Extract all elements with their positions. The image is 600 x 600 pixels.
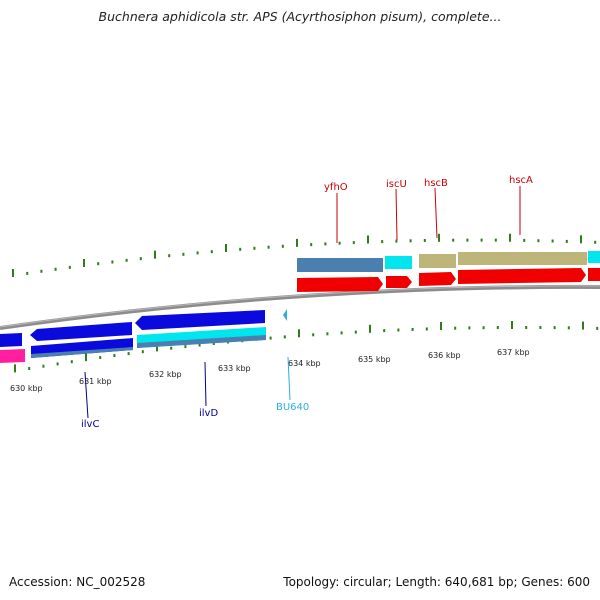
gene-hscA-arrow[interactable] (458, 268, 586, 284)
leader-ilvD (204, 361, 207, 407)
gene-next-arrow[interactable] (588, 268, 600, 281)
leader-hscB (434, 187, 438, 239)
gene-label-iscU[interactable]: iscU (386, 179, 407, 190)
gene-yfhO-upper[interactable] (297, 258, 383, 272)
map-title: Buchnera aphidicola str. APS (Acyrthosip… (98, 9, 502, 24)
upper-tick-row (12, 233, 597, 277)
genome-backbone-highlight (0, 285, 600, 328)
gene-hscA-upper[interactable] (458, 252, 587, 265)
scale-label-637: 637 kbp (497, 348, 530, 357)
reverse-strand-bottom (0, 327, 266, 363)
scale-label-634: 634 kbp (288, 359, 321, 368)
scale-label-635: 635 kbp (358, 355, 391, 364)
genome-summary: Topology: circular; Length: 640,681 bp; … (283, 575, 590, 589)
scale-labels: 630 kbp 631 kbp 632 kbp 633 kbp 634 kbp … (10, 348, 530, 393)
scale-label-636: 636 kbp (428, 351, 461, 360)
gene-left-edge-magenta[interactable] (0, 349, 25, 363)
scale-label-632: 632 kbp (149, 370, 182, 379)
gene-BU640-marker[interactable] (283, 309, 287, 321)
gene-labels: yfhO iscU hscB hscA ilvC ilvD BU640 (81, 175, 533, 430)
reverse-strand-top (0, 310, 265, 347)
gene-ilvC-lower-stripe (31, 347, 133, 358)
gene-hscB-arrow[interactable] (419, 272, 456, 286)
gene-label-ilvC[interactable]: ilvC (81, 419, 99, 430)
gene-label-yfhO[interactable]: yfhO (324, 182, 348, 193)
leader-BU640 (287, 356, 291, 401)
gene-iscU-upper[interactable] (385, 256, 412, 269)
gene-iscU-arrow[interactable] (386, 276, 412, 288)
gene-label-BU640[interactable]: BU640 (276, 402, 309, 413)
gene-ilvD-arrow[interactable] (135, 310, 265, 330)
gene-left-edge-blue[interactable] (0, 333, 22, 347)
scale-label-630: 630 kbp (10, 384, 43, 393)
gene-ilvC-arrow[interactable] (30, 322, 132, 341)
genome-backbone (0, 284, 600, 330)
gene-label-hscB[interactable]: hscB (424, 178, 448, 189)
gene-next-upper[interactable] (588, 251, 600, 263)
forward-strand-top (297, 251, 600, 272)
gene-yfhO-arrow[interactable] (297, 277, 383, 292)
gene-label-ilvD[interactable]: ilvD (199, 408, 218, 419)
leader-iscU (395, 188, 398, 241)
forward-strand-bottom (297, 268, 600, 292)
gene-hscB-upper[interactable] (419, 254, 456, 268)
scale-label-633: 633 kbp (218, 364, 251, 373)
accession-label: Accession: NC_002528 (9, 575, 146, 589)
scale-label-631: 631 kbp (79, 377, 112, 386)
gene-ilvD-lower-stripe (137, 335, 266, 348)
leader-ilvC (84, 371, 89, 419)
gene-label-hscA[interactable]: hscA (509, 175, 533, 186)
